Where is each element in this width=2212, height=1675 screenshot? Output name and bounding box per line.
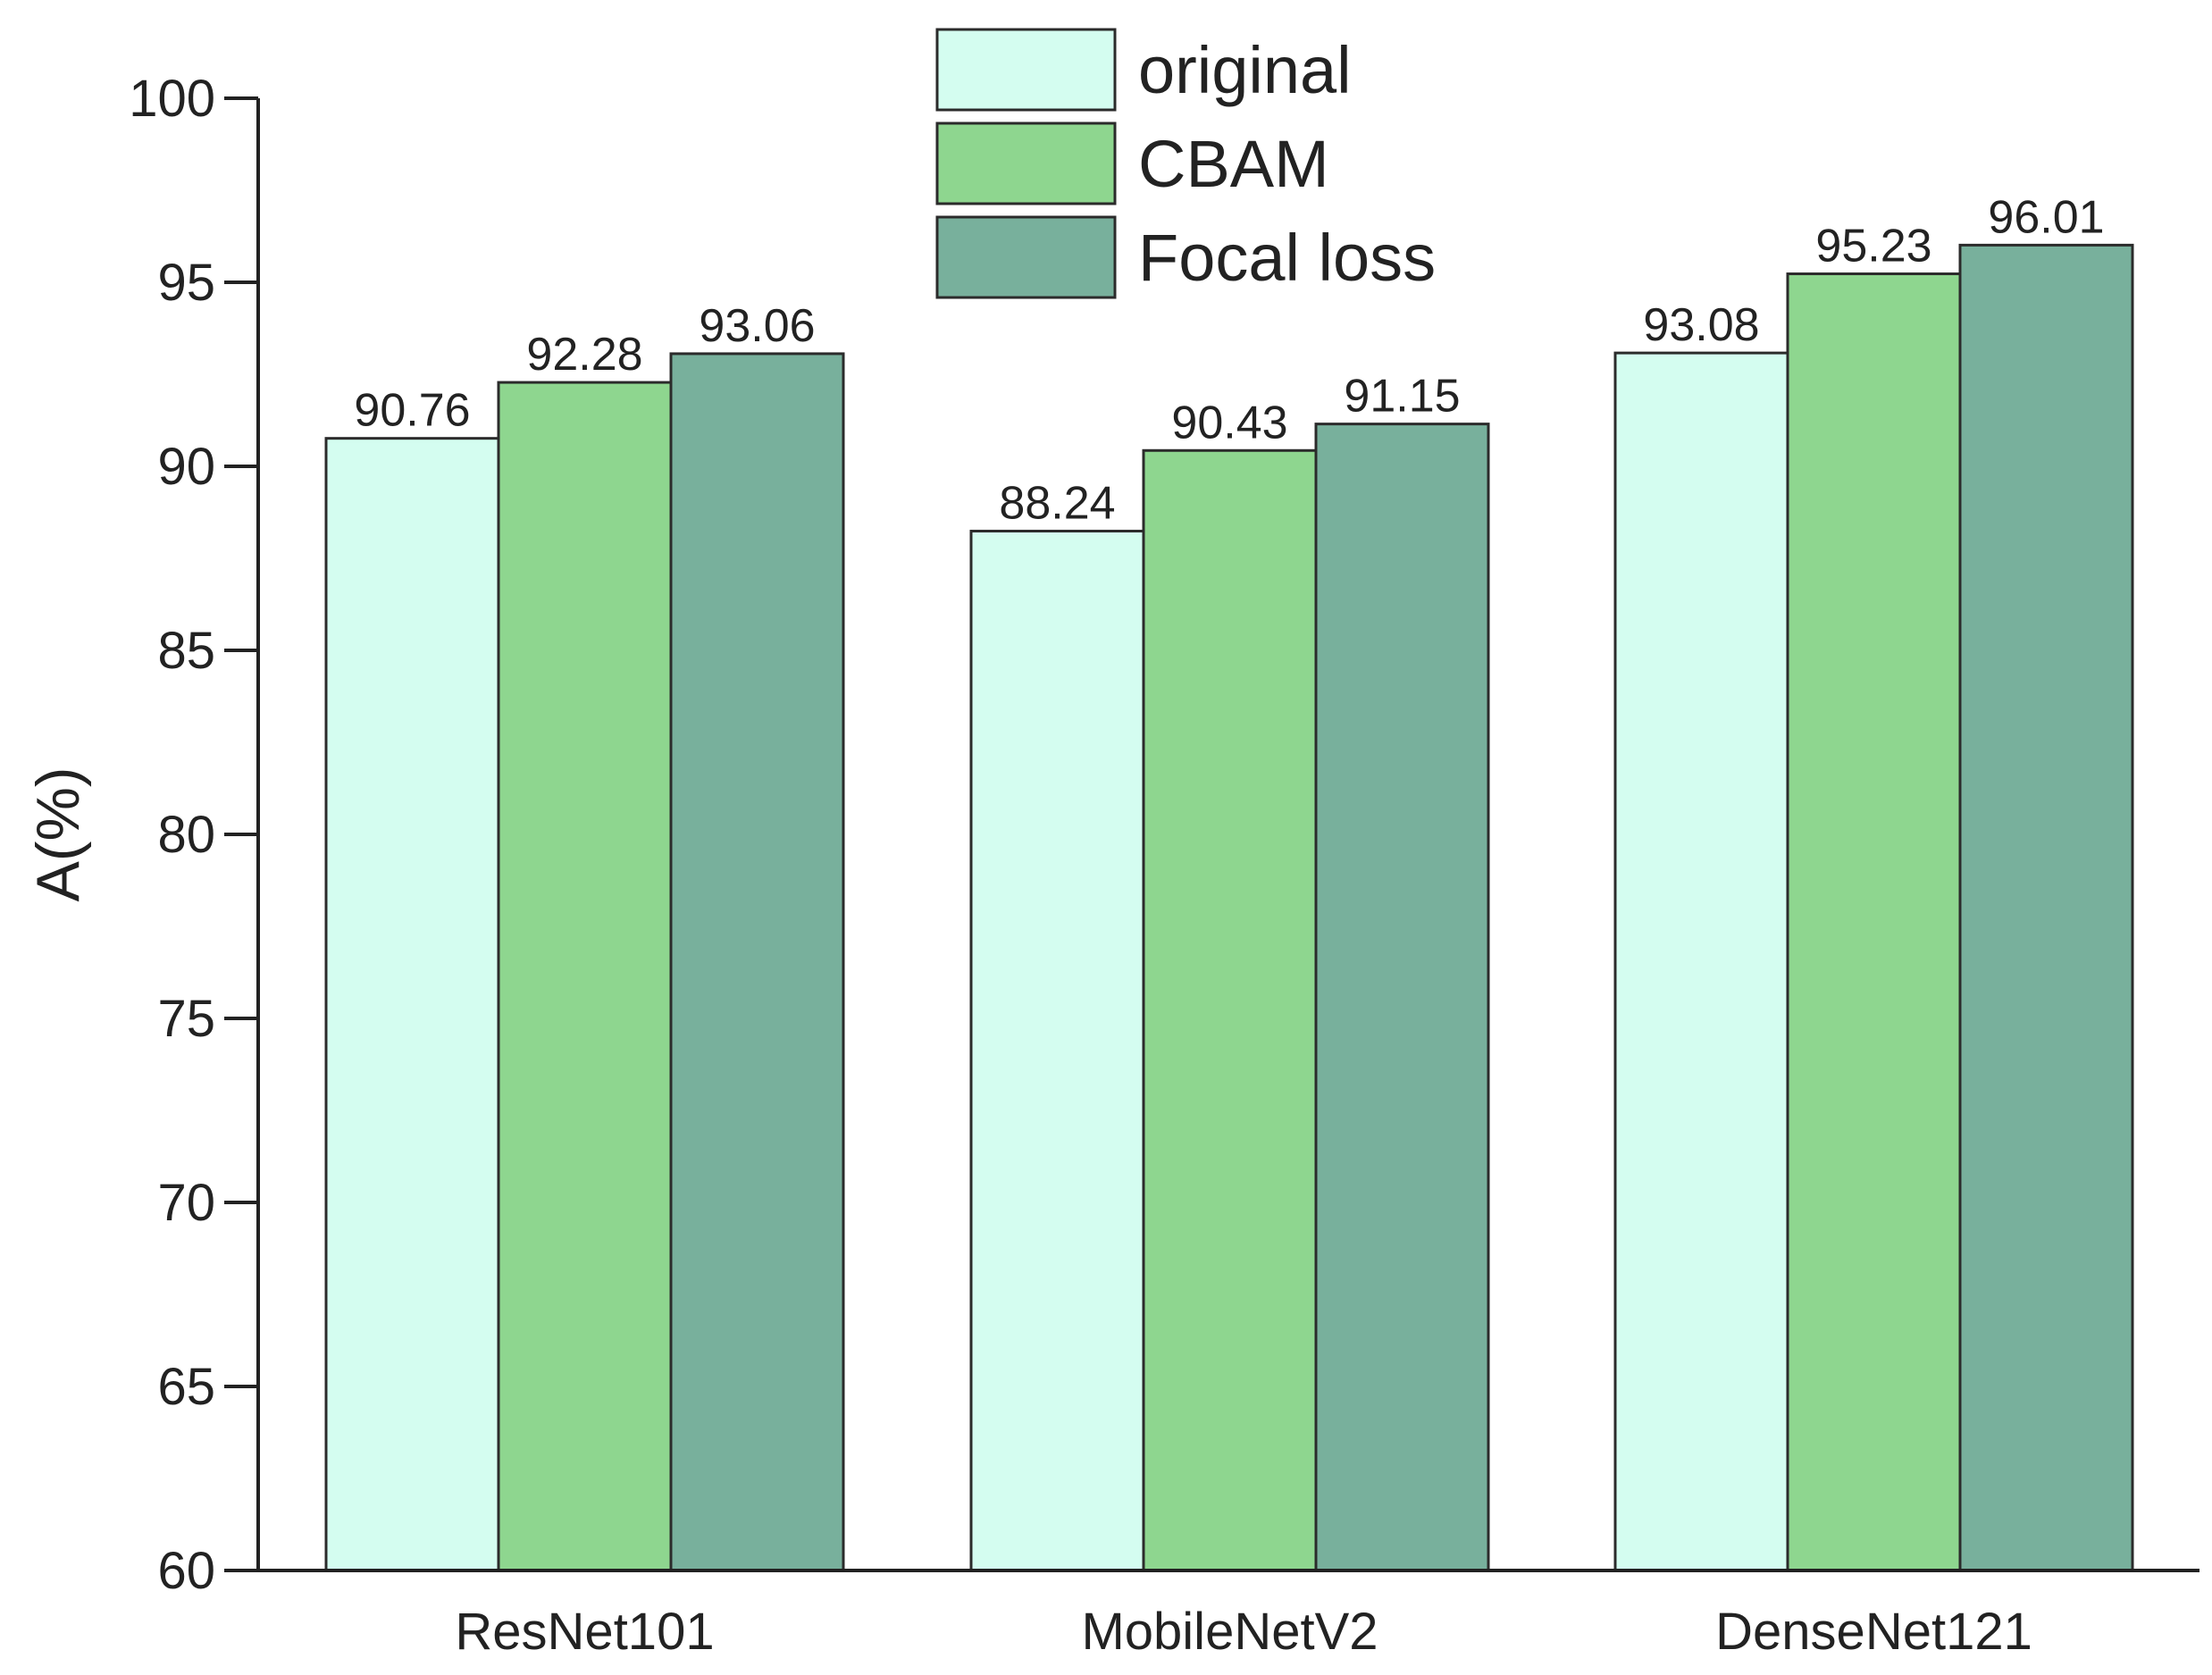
data-label: 93.08 (1643, 299, 1759, 351)
legend-swatch-original (935, 28, 1117, 112)
legend-label: Focal loss (1138, 221, 1436, 295)
bar-mobilenetv2-focal-loss (1314, 423, 1490, 1572)
y-tick-label: 80 (157, 806, 215, 864)
data-label: 91.15 (1344, 371, 1460, 423)
y-tick-label: 60 (157, 1542, 215, 1600)
y-axis-ticks: 60 65 70 75 80 85 90 95 100 (129, 70, 258, 1600)
y-tick-label: 85 (157, 622, 215, 680)
y-tick-label: 90 (157, 438, 215, 496)
y-tick-label: 65 (157, 1358, 215, 1416)
y-tick-label: 75 (157, 990, 215, 1048)
bar-mobilenetv2-original (969, 530, 1145, 1572)
data-label: 90.43 (1171, 397, 1287, 448)
y-axis-title: A(%) (24, 766, 92, 901)
data-label: 93.06 (699, 300, 815, 352)
bar-densenet121-cbam (1786, 272, 1962, 1572)
data-labels: 90.76 92.28 93.06 88.24 90.43 91.15 93.08 95.23… (354, 191, 2104, 529)
data-label: 92.28 (526, 329, 642, 381)
bar-densenet121-focal-loss (1958, 243, 2134, 1572)
data-label: 96.01 (1988, 191, 2104, 243)
y-tick-label: 70 (157, 1174, 215, 1232)
bar-densenet121-original (1613, 351, 1789, 1572)
bar-resnet101-original (324, 437, 500, 1572)
axes (256, 98, 2199, 1572)
legend-swatch-cbam (935, 121, 1117, 205)
data-label: 90.76 (354, 385, 470, 437)
legend: original CBAM Focal loss (935, 28, 1436, 299)
data-label: 95.23 (1815, 221, 1931, 272)
x-category-label: ResNet101 (455, 1603, 714, 1661)
legend-label: original (1138, 33, 1352, 107)
bar-mobilenetv2-cbam (1142, 448, 1318, 1572)
bar-resnet101-cbam (497, 381, 673, 1572)
x-category-label: DenseNet121 (1715, 1603, 2032, 1661)
bar-resnet101-focal-loss (669, 352, 845, 1572)
x-axis-categories: ResNet101 MobileNetV2 DenseNet121 (455, 1603, 2032, 1661)
legend-label: CBAM (1138, 127, 1329, 201)
y-tick-label: 95 (157, 254, 215, 312)
data-label: 88.24 (999, 478, 1115, 530)
legend-swatch-focal-loss (935, 215, 1117, 299)
x-category-label: MobileNetV2 (1081, 1603, 1378, 1661)
bars (324, 243, 2134, 1572)
y-tick-label: 100 (129, 70, 215, 128)
